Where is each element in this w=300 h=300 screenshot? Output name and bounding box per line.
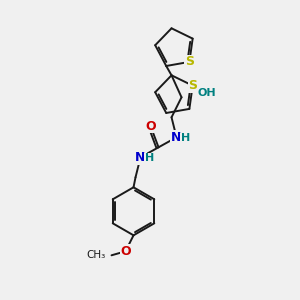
Text: H: H <box>145 153 154 163</box>
Text: O: O <box>120 245 131 258</box>
Text: N: N <box>135 151 146 164</box>
Text: OH: OH <box>197 88 216 98</box>
Text: H: H <box>181 133 190 143</box>
Text: S: S <box>185 56 194 68</box>
Text: N: N <box>171 131 182 144</box>
Text: CH₃: CH₃ <box>86 250 106 260</box>
Text: O: O <box>145 120 156 133</box>
Text: S: S <box>188 79 197 92</box>
